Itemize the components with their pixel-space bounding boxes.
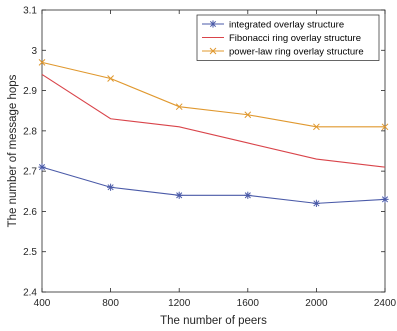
y-tick-label: 2.4 bbox=[23, 288, 37, 299]
legend-label: power-law ring overlay structure bbox=[229, 46, 364, 57]
legend-label: integrated overlay structure bbox=[229, 19, 344, 30]
x-tick-label: 2400 bbox=[374, 298, 397, 309]
data-point bbox=[381, 196, 388, 203]
y-tick-label: 2.5 bbox=[23, 247, 37, 258]
x-tick-label: 400 bbox=[34, 298, 51, 309]
data-point bbox=[107, 184, 114, 191]
data-point bbox=[176, 192, 183, 199]
x-tick-label: 1200 bbox=[168, 298, 191, 309]
legend-marker bbox=[209, 20, 216, 27]
y-axis-label: The number of message hops bbox=[7, 74, 19, 227]
x-tick-label: 2000 bbox=[305, 298, 328, 309]
y-tick-label: 3.1 bbox=[23, 6, 37, 17]
legend-label: Fibonacci ring overlay structure bbox=[229, 33, 361, 44]
x-tick-label: 1600 bbox=[237, 298, 260, 309]
y-tick-label: 3 bbox=[31, 46, 37, 57]
x-axis-label: The number of peers bbox=[160, 315, 267, 327]
y-tick-label: 2.8 bbox=[23, 126, 37, 137]
data-point bbox=[244, 192, 251, 199]
data-point bbox=[38, 164, 45, 171]
y-tick-label: 2.6 bbox=[23, 207, 37, 218]
x-tick-label: 800 bbox=[102, 298, 119, 309]
y-tick-label: 2.9 bbox=[23, 86, 37, 97]
y-tick-label: 2.7 bbox=[23, 167, 37, 178]
data-point bbox=[313, 200, 320, 207]
legend: integrated overlay structure Fibonacci ri… bbox=[197, 15, 379, 61]
